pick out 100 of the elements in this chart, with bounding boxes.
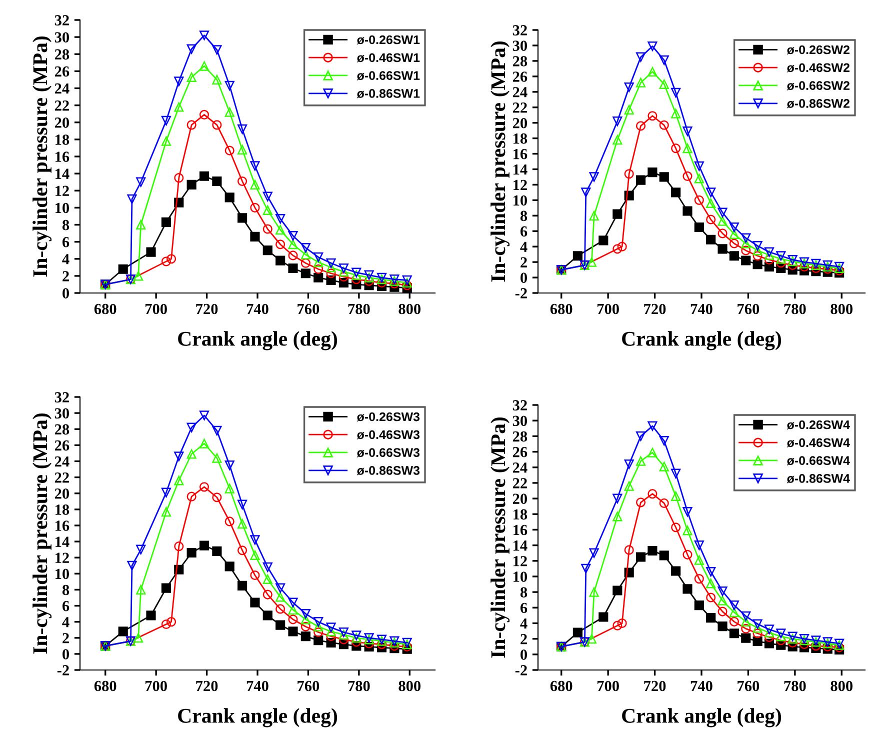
y-tick-label: 12 bbox=[514, 556, 527, 566]
legend-label: ø-0.46SW4 bbox=[786, 438, 850, 448]
x-tick-label: 760 bbox=[738, 304, 760, 314]
x-tick-label: 680 bbox=[550, 304, 572, 314]
y-tick-label: 2 bbox=[62, 633, 69, 644]
y-tick-label: 18 bbox=[56, 504, 70, 515]
y-tick-label: 6 bbox=[520, 602, 528, 614]
legend-label: ø-0.86SW4 bbox=[786, 474, 850, 484]
y-tick-label: 18 bbox=[56, 134, 70, 145]
x-tick-label: 700 bbox=[145, 304, 167, 314]
x-tick-label: 760 bbox=[298, 680, 320, 692]
y-tick-label: 20 bbox=[54, 118, 69, 128]
x-tick-label: 760 bbox=[738, 680, 760, 692]
y-tick-label: 2 bbox=[520, 257, 527, 268]
y-tick-label: 32 bbox=[512, 25, 527, 36]
y-tick-label: 8 bbox=[520, 210, 528, 222]
x-tick-label: 780 bbox=[784, 304, 806, 314]
y-tick-label: 0 bbox=[62, 649, 69, 660]
y-tick-label: 30 bbox=[54, 32, 69, 43]
y-tick-label: 14 bbox=[514, 540, 528, 551]
y-tick-label: 4 bbox=[520, 242, 528, 252]
legend-label: ø-0.66SW3 bbox=[356, 448, 420, 458]
y-tick-label: 32 bbox=[54, 392, 69, 402]
y-tick-label: 30 bbox=[54, 408, 69, 419]
legend-label: ø-0.46SW1 bbox=[356, 53, 420, 62]
y-tick-label: 8 bbox=[520, 587, 528, 598]
y-tick-label: 24 bbox=[512, 87, 528, 98]
y-tick-label: 32 bbox=[512, 400, 527, 410]
legend-label: ø-0.46SW2 bbox=[786, 63, 850, 72]
y-tick-label: 16 bbox=[56, 520, 70, 531]
y-tick-label: 20 bbox=[54, 488, 69, 499]
y-tick-label: 22 bbox=[512, 478, 527, 488]
y-axis-title: In-cylinder pressure (MPa) bbox=[32, 413, 52, 654]
y-axis-title: In-cylinder pressure (MPa) bbox=[32, 36, 52, 277]
y-tick-label: 10 bbox=[514, 195, 527, 206]
y-tick-label: 14 bbox=[56, 536, 70, 547]
y-tick-label: 6 bbox=[520, 226, 528, 237]
x-tick-label: 680 bbox=[94, 304, 116, 314]
x-tick-label: 760 bbox=[298, 304, 320, 314]
y-tick-label: -2 bbox=[515, 665, 527, 676]
y-tick-label: 28 bbox=[54, 49, 70, 60]
x-tick-label: 720 bbox=[196, 304, 218, 314]
y-tick-label: 30 bbox=[512, 40, 527, 51]
y-tick-label: 12 bbox=[56, 186, 69, 196]
y-tick-label: 16 bbox=[514, 148, 528, 160]
y-tick-label: 0 bbox=[520, 272, 527, 283]
y-tick-label: 12 bbox=[514, 180, 527, 190]
y-tick-label: 22 bbox=[512, 102, 527, 113]
x-tick-label: 700 bbox=[597, 680, 619, 692]
y-tick-label: 10 bbox=[514, 572, 527, 582]
y-tick-label: 28 bbox=[512, 56, 528, 66]
y-tick-label: 2 bbox=[520, 634, 527, 644]
x-axis-title: Crank angle (deg) bbox=[178, 708, 338, 728]
y-tick-label: 28 bbox=[512, 431, 528, 442]
y-tick-label: 32 bbox=[54, 15, 69, 26]
x-tick-label: 740 bbox=[246, 680, 268, 692]
y-tick-label: 12 bbox=[56, 552, 69, 563]
legend-label: ø-0.66SW4 bbox=[786, 456, 850, 466]
y-tick-label: 14 bbox=[56, 168, 70, 179]
y-tick-label: 30 bbox=[512, 416, 527, 426]
x-tick-label: 800 bbox=[398, 680, 421, 692]
x-tick-label: 740 bbox=[690, 680, 712, 692]
y-tick-label: 4 bbox=[62, 254, 70, 264]
y-tick-label: 6 bbox=[62, 600, 70, 612]
y-tick-label: 22 bbox=[54, 472, 69, 483]
y-tick-label: 26 bbox=[54, 66, 70, 77]
x-tick-label: 700 bbox=[597, 304, 619, 314]
x-tick-label: 780 bbox=[784, 680, 806, 692]
y-tick-label: 8 bbox=[62, 584, 70, 596]
legend-label: ø-0.26SW2 bbox=[786, 45, 850, 54]
x-tick-label: 800 bbox=[830, 680, 853, 692]
y-tick-label: 0 bbox=[520, 650, 527, 660]
y-tick-label: 24 bbox=[512, 462, 528, 473]
y-tick-label: 10 bbox=[56, 202, 69, 214]
y-tick-label: 24 bbox=[54, 83, 70, 94]
y-axis-title: In-cylinder pressure (MPa) bbox=[490, 41, 510, 282]
x-tick-label: 740 bbox=[690, 304, 712, 314]
y-tick-label: 24 bbox=[54, 456, 70, 467]
y-tick-label: 28 bbox=[54, 424, 70, 435]
legend-label: ø-0.46SW3 bbox=[356, 430, 420, 440]
y-tick-label: 4 bbox=[62, 617, 70, 628]
x-axis-title: Crank angle (deg) bbox=[178, 331, 338, 350]
legend-label: ø-0.86SW2 bbox=[786, 99, 850, 108]
y-tick-label: 10 bbox=[56, 568, 69, 580]
y-tick-label: 22 bbox=[54, 100, 69, 111]
y-tick-label: 20 bbox=[512, 494, 527, 504]
y-tick-label: 26 bbox=[512, 72, 528, 82]
x-tick-label: 680 bbox=[550, 680, 572, 692]
x-tick-label: 800 bbox=[830, 304, 853, 314]
y-tick-label: 2 bbox=[62, 271, 69, 282]
y-tick-label: 18 bbox=[514, 133, 528, 144]
legend-label: ø-0.86SW1 bbox=[356, 89, 420, 98]
legend-label: ø-0.26SW3 bbox=[356, 412, 420, 422]
y-tick-label: 4 bbox=[520, 618, 528, 629]
y-tick-label: 16 bbox=[56, 152, 70, 162]
y-tick-label: -2 bbox=[57, 665, 69, 676]
x-tick-label: 680 bbox=[94, 680, 116, 692]
legend-label: ø-0.66SW2 bbox=[786, 81, 850, 90]
x-tick-label: 720 bbox=[196, 680, 218, 692]
x-tick-label: 700 bbox=[145, 680, 167, 692]
